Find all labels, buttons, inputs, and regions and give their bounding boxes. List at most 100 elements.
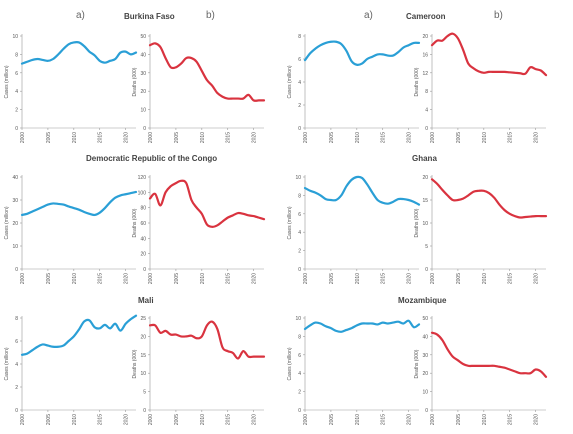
y-tick-label: 10	[140, 371, 146, 377]
y-tick-label: 6	[15, 339, 18, 345]
x-tick-label: 2020	[124, 132, 130, 143]
x-tick-label: 2005	[329, 414, 335, 425]
x-tick-label: 2000	[20, 414, 26, 425]
y-tick-label: 8	[298, 193, 301, 199]
country-title: Burkina Faso	[124, 12, 175, 21]
cases-series-line	[303, 40, 421, 66]
y-tick-label: 40	[12, 175, 18, 181]
x-tick-label: 2010	[355, 273, 361, 284]
y-tick-label: 0	[298, 126, 301, 132]
y-tick-label: 0	[15, 126, 18, 132]
y-tick-label: 40	[140, 236, 146, 242]
x-tick-label: 2015	[508, 132, 514, 143]
y-tick-label: 10	[12, 244, 18, 250]
y-tick-label: 25	[140, 316, 146, 322]
x-tick-label: 2010	[72, 132, 78, 143]
y-tick-label: 0	[425, 126, 428, 132]
y-tick-label: 0	[425, 408, 428, 414]
y-tick-label: 60	[140, 221, 146, 227]
x-tick-label: 2000	[148, 273, 154, 284]
y-tick-label: 5	[425, 244, 428, 250]
y-tick-label: 0	[143, 126, 146, 132]
y-tick-label: 10	[295, 175, 301, 181]
x-tick-label: 2010	[200, 132, 206, 143]
x-tick-label: 2015	[98, 414, 104, 425]
y-tick-label: 4	[298, 371, 301, 377]
x-tick-label: 2015	[381, 414, 387, 425]
y-tick-label: 40	[140, 52, 146, 58]
x-tick-label: 2010	[72, 273, 78, 284]
deaths-series-line	[148, 179, 266, 228]
y-tick-label: 15	[140, 353, 146, 359]
y-axis-title: Deaths (000)	[132, 349, 138, 378]
x-tick-label: 2000	[430, 132, 436, 143]
y-tick-label: 20	[422, 175, 428, 181]
x-tick-label: 2000	[430, 273, 436, 284]
x-tick-label: 2005	[456, 273, 462, 284]
x-tick-label: 2010	[355, 132, 361, 143]
x-tick-label: 2000	[20, 132, 26, 143]
y-tick-label: 20	[12, 221, 18, 227]
x-tick-label: 2020	[534, 132, 540, 143]
x-tick-label: 2010	[200, 414, 206, 425]
y-tick-label: 0	[143, 408, 146, 414]
x-tick-label: 2000	[303, 273, 309, 284]
x-tick-label: 2020	[534, 273, 540, 284]
y-tick-label: 10	[140, 108, 146, 114]
x-tick-label: 2005	[174, 132, 180, 143]
y-tick-label: 20	[422, 371, 428, 377]
deaths-series-line	[148, 42, 266, 102]
x-tick-label: 2015	[226, 132, 232, 143]
y-tick-label: 2	[15, 108, 18, 114]
y-tick-label: 6	[298, 57, 301, 63]
y-axis-title: Deaths (000)	[132, 67, 138, 96]
panel-label-a: a)	[364, 10, 373, 21]
x-tick-label: 2015	[381, 273, 387, 284]
y-axis-title: Cases (million)	[287, 347, 293, 380]
x-tick-label: 2020	[124, 414, 130, 425]
y-tick-label: 4	[15, 89, 18, 95]
y-tick-label: 5	[143, 390, 146, 396]
y-tick-label: 6	[298, 212, 301, 218]
x-tick-label: 2010	[355, 414, 361, 425]
x-tick-label: 2000	[148, 414, 154, 425]
y-axis-title: Cases (million)	[287, 65, 293, 98]
y-tick-label: 2	[298, 390, 301, 396]
country-title: Ghana	[412, 154, 437, 163]
y-axis-title: Deaths (000)	[414, 349, 420, 378]
deaths-series-line	[430, 178, 548, 219]
x-tick-label: 2010	[482, 273, 488, 284]
y-tick-label: 0	[15, 267, 18, 273]
x-tick-label: 2020	[252, 414, 258, 425]
x-tick-label: 2005	[456, 132, 462, 143]
x-tick-label: 2005	[329, 273, 335, 284]
x-tick-label: 2020	[252, 273, 258, 284]
y-tick-label: 10	[422, 221, 428, 227]
x-tick-label: 2015	[98, 132, 104, 143]
y-axis-title: Cases (million)	[4, 347, 10, 380]
x-tick-label: 2015	[508, 414, 514, 425]
deaths-series-line	[430, 331, 548, 378]
y-tick-label: 50	[422, 316, 428, 322]
y-tick-label: 4	[425, 108, 428, 114]
y-tick-label: 2	[298, 103, 301, 109]
y-tick-label: 2	[15, 385, 18, 391]
x-tick-label: 2015	[226, 414, 232, 425]
y-tick-label: 50	[140, 34, 146, 40]
y-tick-label: 8	[298, 34, 301, 40]
y-tick-label: 0	[15, 408, 18, 414]
y-tick-label: 2	[298, 249, 301, 255]
x-tick-label: 2015	[381, 132, 387, 143]
country-title: Democratic Republic of the Congo	[86, 154, 218, 163]
x-tick-label: 2010	[482, 414, 488, 425]
y-tick-label: 8	[425, 89, 428, 95]
y-tick-label: 6	[15, 71, 18, 77]
x-tick-label: 2005	[46, 132, 52, 143]
x-tick-label: 2000	[303, 414, 309, 425]
y-tick-label: 10	[295, 316, 301, 322]
country-title: Cameroon	[406, 12, 446, 21]
panel-label-b: b)	[494, 10, 503, 21]
y-axis-title: Deaths (000)	[132, 208, 138, 237]
y-tick-label: 30	[12, 198, 18, 204]
